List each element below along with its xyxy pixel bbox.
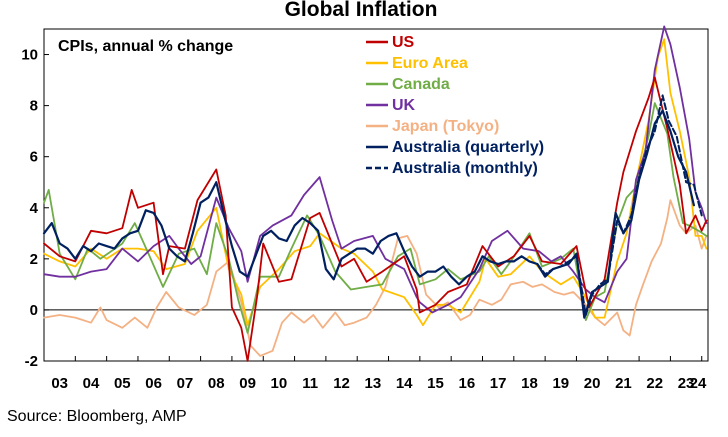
y-tick-label: 10	[21, 47, 38, 64]
x-tick-label: 07	[177, 375, 194, 392]
x-tick-label: 22	[646, 375, 663, 392]
x-tick-label: 13	[365, 375, 382, 392]
series-lines	[42, 25, 708, 362]
chart-subtitle: CPIs, annual % change	[58, 38, 233, 55]
x-tick-label: 18	[521, 375, 538, 392]
series-line-australia-monthly	[536, 94, 703, 316]
legend: US Euro Area Canada UK Japan (Tokyo) Australi…	[366, 34, 544, 177]
x-tick-label: 06	[145, 375, 162, 392]
x-tick-label: 21	[615, 375, 632, 392]
y-tick-label: 8	[30, 98, 38, 115]
x-tick-label: 19	[552, 375, 569, 392]
x-tick-label: 03	[51, 375, 68, 392]
legend-label: Japan (Tokyo)	[392, 118, 499, 135]
x-tick-label: 05	[114, 375, 131, 392]
x-tick-label: 14	[396, 375, 413, 392]
x-tick-label: 12	[333, 375, 350, 392]
legend-label: UK	[392, 97, 416, 114]
legend-label: Canada	[392, 76, 450, 93]
x-tick-label: 23	[678, 375, 695, 392]
x-tick-label: 10	[271, 375, 288, 392]
series-line-euro-area	[43, 38, 708, 327]
x-tick-label: 08	[208, 375, 225, 392]
plot-frame	[43, 28, 709, 362]
y-tick-label: -2	[25, 353, 38, 370]
y-tick-label: 2	[30, 251, 38, 268]
x-tick-label: 04	[83, 375, 100, 392]
series-line-japan-tokyo	[43, 199, 708, 357]
x-tick-label: 20	[584, 375, 601, 392]
legend-label: Australia (quarterly)	[392, 139, 544, 156]
x-tick-label: 24	[690, 375, 707, 392]
source-note: Source: Bloomberg, AMP	[7, 408, 187, 425]
x-tick-label: 11	[302, 375, 318, 392]
x-tick-label: 15	[427, 375, 444, 392]
y-tick-label: 6	[30, 149, 38, 166]
series-line-uk	[43, 25, 708, 314]
x-tick-label: 09	[239, 375, 256, 392]
chart-title: Global Inflation	[285, 0, 438, 21]
x-tick-label: 17	[490, 375, 507, 392]
series-line-us	[43, 76, 708, 362]
series-line-australia-quarterly	[42, 109, 695, 319]
y-tick-label: 0	[30, 302, 38, 319]
legend-label: Australia (monthly)	[392, 160, 538, 177]
legend-label: Euro Area	[392, 55, 468, 72]
legend-label: US	[392, 34, 415, 51]
y-tick-label: 4	[30, 200, 39, 217]
x-tick-label: 16	[458, 375, 475, 392]
